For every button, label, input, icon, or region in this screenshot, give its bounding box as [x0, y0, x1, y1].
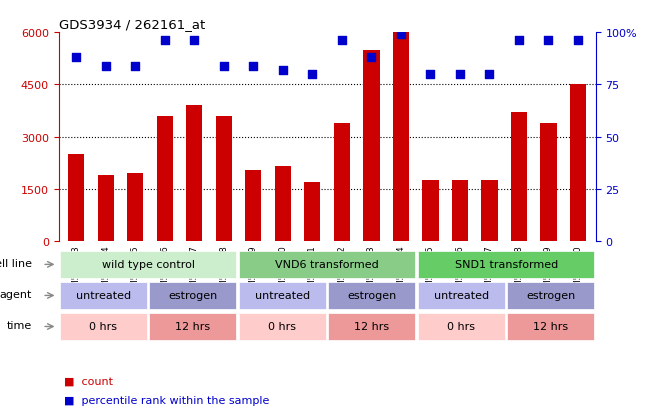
Point [484, 71, 495, 78]
Bar [215, 116, 232, 242]
Text: 0 hrs: 0 hrs [447, 322, 475, 332]
Bar [98, 176, 114, 242]
Bar [328, 313, 415, 340]
Bar [363, 50, 380, 242]
Bar [393, 33, 409, 242]
Text: ■  percentile rank within the sample: ■ percentile rank within the sample [64, 394, 270, 405]
Bar [127, 174, 143, 242]
Point [514, 38, 524, 45]
Text: VND6 transformed: VND6 transformed [275, 260, 379, 270]
Point [71, 55, 81, 62]
Bar [334, 123, 350, 242]
Point [366, 55, 376, 62]
Text: 12 hrs: 12 hrs [354, 322, 389, 332]
Point [337, 38, 347, 45]
Point [425, 71, 436, 78]
Point [396, 32, 406, 38]
Text: GDS3934 / 262161_at: GDS3934 / 262161_at [59, 17, 205, 31]
Bar [60, 251, 236, 278]
Bar [275, 167, 291, 242]
Point [454, 71, 465, 78]
Bar [511, 113, 527, 242]
Bar [481, 181, 497, 242]
Text: untreated: untreated [434, 291, 489, 301]
Text: ■  count: ■ count [64, 376, 113, 386]
Point [189, 38, 200, 45]
Bar [452, 181, 468, 242]
Text: 12 hrs: 12 hrs [533, 322, 568, 332]
Text: 12 hrs: 12 hrs [175, 322, 210, 332]
Bar [239, 251, 415, 278]
Bar [418, 282, 505, 309]
Bar [540, 123, 557, 242]
Bar [570, 85, 586, 242]
Bar [507, 313, 594, 340]
Bar [60, 282, 147, 309]
Point [573, 38, 583, 45]
Bar [149, 313, 236, 340]
Text: untreated: untreated [76, 291, 131, 301]
Bar [157, 116, 173, 242]
Bar [304, 183, 320, 242]
Text: 0 hrs: 0 hrs [89, 322, 117, 332]
Bar [239, 313, 326, 340]
Bar [418, 251, 594, 278]
Bar [239, 282, 326, 309]
Point [248, 63, 258, 70]
Text: SND1 transformed: SND1 transformed [454, 260, 558, 270]
Bar [186, 106, 202, 242]
Bar [422, 181, 439, 242]
Bar [418, 313, 505, 340]
Point [543, 38, 553, 45]
Point [101, 63, 111, 70]
Point [219, 63, 229, 70]
Bar [60, 313, 147, 340]
Text: agent: agent [0, 289, 32, 299]
Text: cell line: cell line [0, 258, 32, 268]
Bar [245, 170, 262, 242]
Point [307, 71, 318, 78]
Bar [149, 282, 236, 309]
Bar [68, 155, 85, 242]
Text: estrogen: estrogen [168, 291, 217, 301]
Point [130, 63, 141, 70]
Text: estrogen: estrogen [347, 291, 396, 301]
Text: 0 hrs: 0 hrs [268, 322, 296, 332]
Text: time: time [7, 320, 32, 330]
Point [278, 67, 288, 74]
Point [159, 38, 170, 45]
Text: untreated: untreated [255, 291, 310, 301]
Bar [328, 282, 415, 309]
Text: wild type control: wild type control [102, 260, 195, 270]
Bar [507, 282, 594, 309]
Text: estrogen: estrogen [526, 291, 575, 301]
